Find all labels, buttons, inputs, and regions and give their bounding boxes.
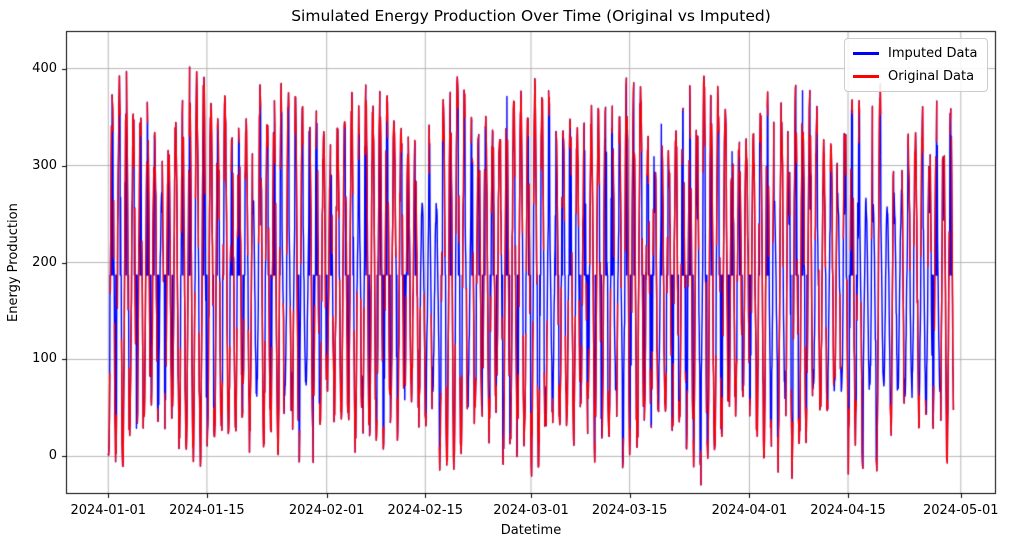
legend: Imputed Data Original Data — [844, 38, 988, 92]
x-tick-label: 2024-05-01 — [922, 503, 999, 518]
x-tick-label: 2024-04-01 — [711, 503, 788, 518]
legend-item-original: Original Data — [853, 67, 978, 86]
original-line-swatch-icon — [853, 75, 879, 78]
x-tick-label: 2024-01-15 — [169, 503, 245, 518]
y-tick-label: 200 — [32, 254, 57, 270]
legend-label-original: Original Data — [888, 69, 975, 84]
legend-label-imputed: Imputed Data — [888, 46, 978, 61]
imputed-line-swatch-icon — [853, 52, 879, 55]
chart-title: Simulated Energy Production Over Time (O… — [291, 7, 771, 25]
y-tick-label: 400 — [32, 60, 57, 76]
y-tick-label: 300 — [32, 157, 57, 173]
x-tick-label: 2024-03-01 — [493, 503, 569, 518]
y-tick-label: 0 — [48, 448, 57, 464]
x-tick-label: 2024-03-15 — [591, 503, 668, 518]
y-tick-label: 100 — [32, 351, 57, 367]
x-axis-label: Datetime — [500, 523, 562, 538]
x-tick-label: 2024-01-01 — [70, 503, 147, 518]
legend-item-imputed: Imputed Data — [853, 44, 978, 63]
x-tick-label: 2024-04-15 — [810, 503, 886, 518]
x-tick-label: 2024-02-15 — [387, 503, 464, 518]
x-tick-label: 2024-02-01 — [288, 503, 365, 518]
